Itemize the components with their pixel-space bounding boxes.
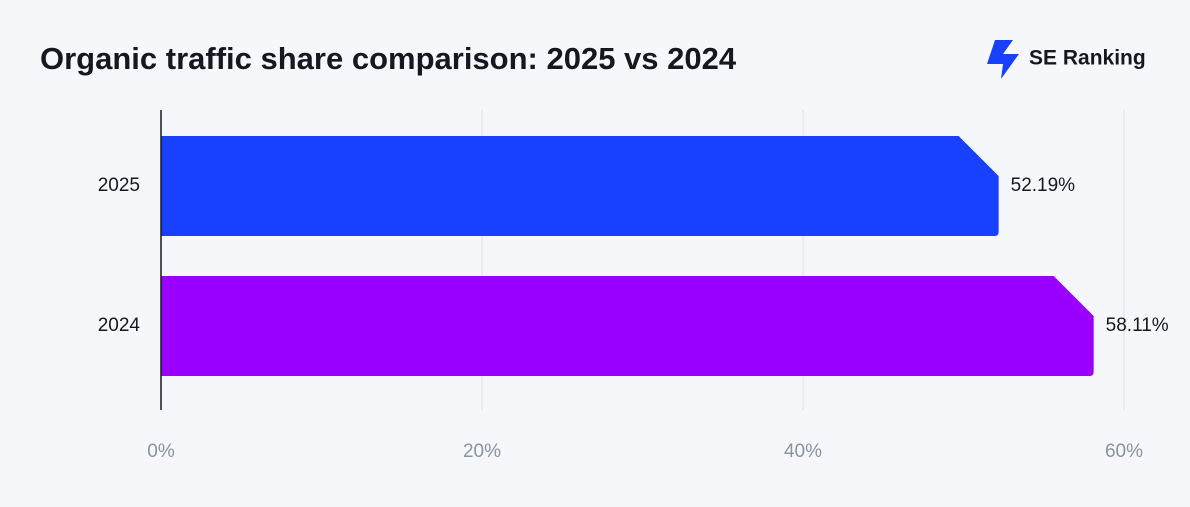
y-tick-label: 2025 [98,175,140,196]
chart-title: Organic traffic share comparison: 2025 v… [40,41,737,76]
logo: SE Ranking [987,40,1146,79]
x-tick-label: 40% [784,441,822,462]
logo-icon [987,40,1019,79]
bar [161,136,999,236]
value-label: 58.11% [1106,315,1169,336]
x-tick-label: 20% [463,441,501,462]
bar [161,276,1094,376]
value-label: 52.19% [1011,175,1076,196]
y-tick-label: 2024 [98,315,141,336]
x-tick-label: 60% [1105,441,1143,462]
x-tick-label: 0% [147,441,175,462]
logo-text: SE Ranking [1029,47,1146,70]
